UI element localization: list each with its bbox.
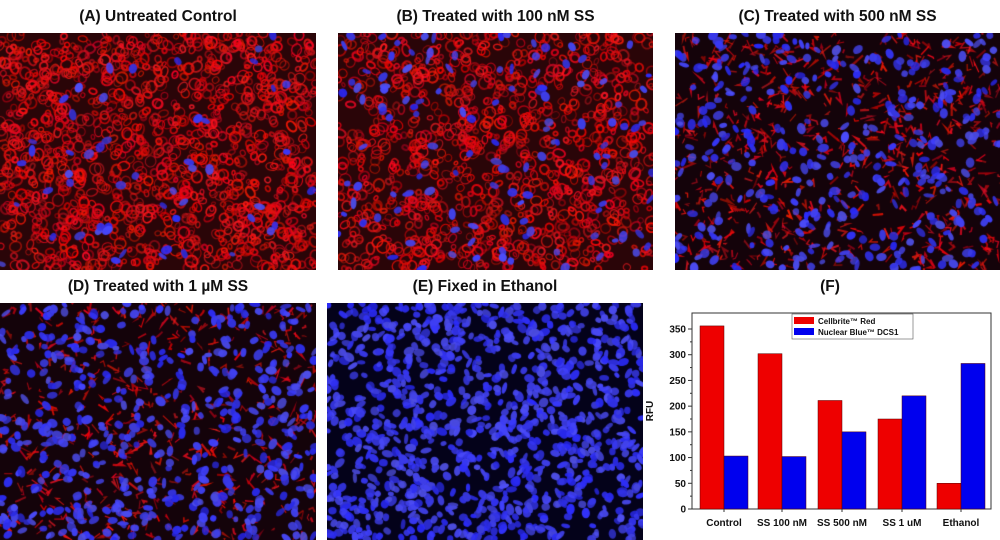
- chart-canvas: 0 50 100 150 200 250 300 350 RFU Control SS 100 nM…: [645, 312, 992, 529]
- micrograph-500nm-ss: [675, 33, 1000, 270]
- panel-title-b: (B) Treated with 100 nM SS: [396, 8, 595, 25]
- bar-control-blue: [723, 455, 749, 510]
- legend-label: Cellbrite™ Red: [818, 317, 875, 326]
- y-tick-label: 100: [669, 453, 686, 464]
- y-tick-label: 300: [669, 350, 686, 361]
- y-tick-label: 250: [669, 376, 686, 387]
- panel-title-a: (A) Untreated Control: [79, 8, 237, 25]
- bar-ethanol-red: [936, 483, 962, 510]
- micrograph-texture: [0, 33, 316, 270]
- x-tick-label: Control: [706, 518, 742, 529]
- rfu-bar-chart: 0 50 100 150 200 250 300 350 RFU Control SS 100 nM…: [640, 300, 1000, 540]
- bar-ss-1-um-red: [877, 418, 903, 510]
- y-tick-label: 0: [680, 505, 686, 516]
- bar-control-red: [699, 325, 725, 510]
- y-axis-label: RFU: [645, 401, 656, 422]
- legend-label: Nuclear Blue™ DCS1: [818, 328, 899, 337]
- bar-ss-500-nm-blue: [841, 431, 867, 510]
- micrograph-texture: [327, 303, 643, 540]
- panel-title-e: (E) Fixed in Ethanol: [412, 278, 558, 295]
- bar-ss-500-nm-red: [817, 400, 843, 510]
- y-tick-label: 350: [669, 325, 686, 336]
- x-tick-label: Ethanol: [943, 518, 980, 529]
- bar-ss-1-um-blue: [901, 395, 927, 510]
- bar-ss-100-nm-red: [757, 353, 783, 510]
- micrograph-texture: [0, 303, 316, 540]
- x-tick-label: SS 1 uM: [883, 518, 922, 529]
- panel-title-f: (F): [820, 278, 840, 295]
- panel-title-c: (C) Treated with 500 nM SS: [738, 8, 937, 25]
- micrograph-100nm-ss: [338, 33, 653, 270]
- legend-swatch-blue: [794, 328, 814, 335]
- micrograph-untreated-control: [0, 33, 316, 270]
- y-tick-label: 50: [675, 479, 687, 490]
- micrograph-1um-ss: [0, 303, 316, 540]
- micrograph-texture: [338, 33, 653, 270]
- bar-ss-100-nm-blue: [781, 456, 807, 510]
- micrograph-ethanol-fixed: [327, 303, 643, 540]
- legend-swatch-red: [794, 317, 814, 324]
- panel-title-d: (D) Treated with 1 µM SS: [67, 278, 249, 295]
- x-tick-label: SS 100 nM: [757, 518, 807, 529]
- y-tick-label: 200: [669, 402, 686, 413]
- x-tick-label: SS 500 nM: [817, 518, 867, 529]
- micrograph-texture: [675, 33, 1000, 270]
- y-tick-label: 150: [669, 427, 686, 438]
- bar-ethanol-blue: [960, 363, 986, 510]
